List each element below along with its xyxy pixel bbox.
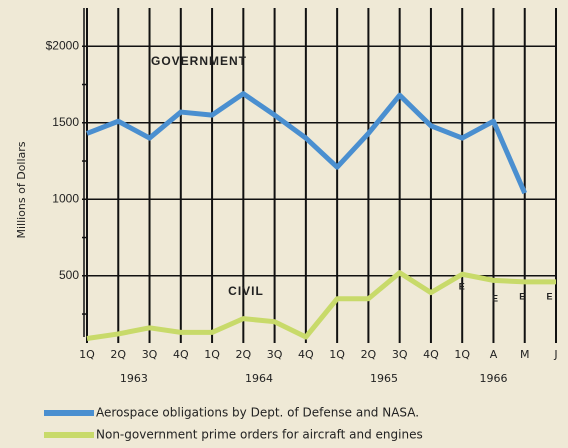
legend-label: Aerospace obligations by Dept. of Defens… [96, 406, 419, 420]
y-tick-label: 1000 [52, 191, 79, 205]
y-axis-label: Millions of Dollars [15, 141, 28, 238]
x-tick-label: 4Q [423, 348, 439, 361]
annotation: GOVERNMENT [151, 54, 247, 68]
legend-label: Non-government prime orders for aircraft… [96, 428, 423, 442]
year-label: 1965 [370, 372, 398, 385]
annotation: E [492, 293, 499, 303]
x-tick-label: 1Q [79, 348, 95, 361]
x-tick-label: 4Q [173, 348, 189, 361]
legend-swatch [44, 432, 94, 438]
x-tick-label: M [520, 348, 530, 361]
y-tick-label: $2000 [46, 38, 80, 52]
x-tick-label: 1Q [454, 348, 470, 361]
x-tick-label: 2Q [110, 348, 126, 361]
series-line [86, 270, 556, 342]
year-label: 1966 [479, 372, 507, 385]
x-tick-label: 2Q [361, 348, 377, 361]
x-tick-label: J [553, 348, 557, 361]
year-label: 1963 [120, 372, 148, 385]
x-tick-label: 1Q [329, 348, 345, 361]
annotation: E [546, 291, 553, 301]
year-label: 1964 [245, 372, 273, 385]
x-tick-label: 3Q [392, 348, 408, 361]
annotation: E [459, 281, 466, 291]
x-tick-label: A [490, 348, 498, 361]
annotation: E [519, 291, 526, 301]
x-tick-label: 2Q [235, 348, 251, 361]
x-tick-label: 4Q [298, 348, 314, 361]
y-tick-label: 1500 [52, 115, 79, 129]
x-tick-label: 3Q [142, 348, 158, 361]
legend-swatch [44, 410, 94, 416]
x-tick-label: 1Q [204, 348, 220, 361]
x-tick-label: 3Q [267, 348, 283, 361]
series-line [86, 91, 528, 195]
y-tick-label: 500 [59, 268, 79, 282]
annotation: CIVIL [228, 284, 264, 298]
